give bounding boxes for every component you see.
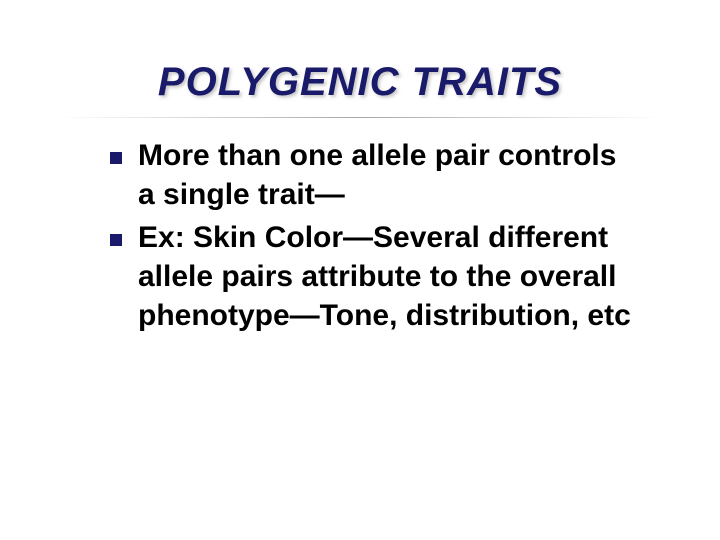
bullet-marker-icon	[110, 152, 122, 164]
bullet-text: Ex: Skin Color—Several different allele …	[138, 218, 640, 335]
bullet-text: More than one allele pair controls a sin…	[138, 136, 640, 214]
slide-title: POLYGENIC TRAITS	[60, 60, 660, 105]
bullet-item: More than one allele pair controls a sin…	[110, 136, 640, 214]
title-divider	[60, 117, 660, 118]
slide-content: More than one allele pair controls a sin…	[60, 136, 660, 335]
slide-container: POLYGENIC TRAITS More than one allele pa…	[0, 0, 720, 540]
bullet-item: Ex: Skin Color—Several different allele …	[110, 218, 640, 335]
bullet-marker-icon	[110, 234, 122, 246]
